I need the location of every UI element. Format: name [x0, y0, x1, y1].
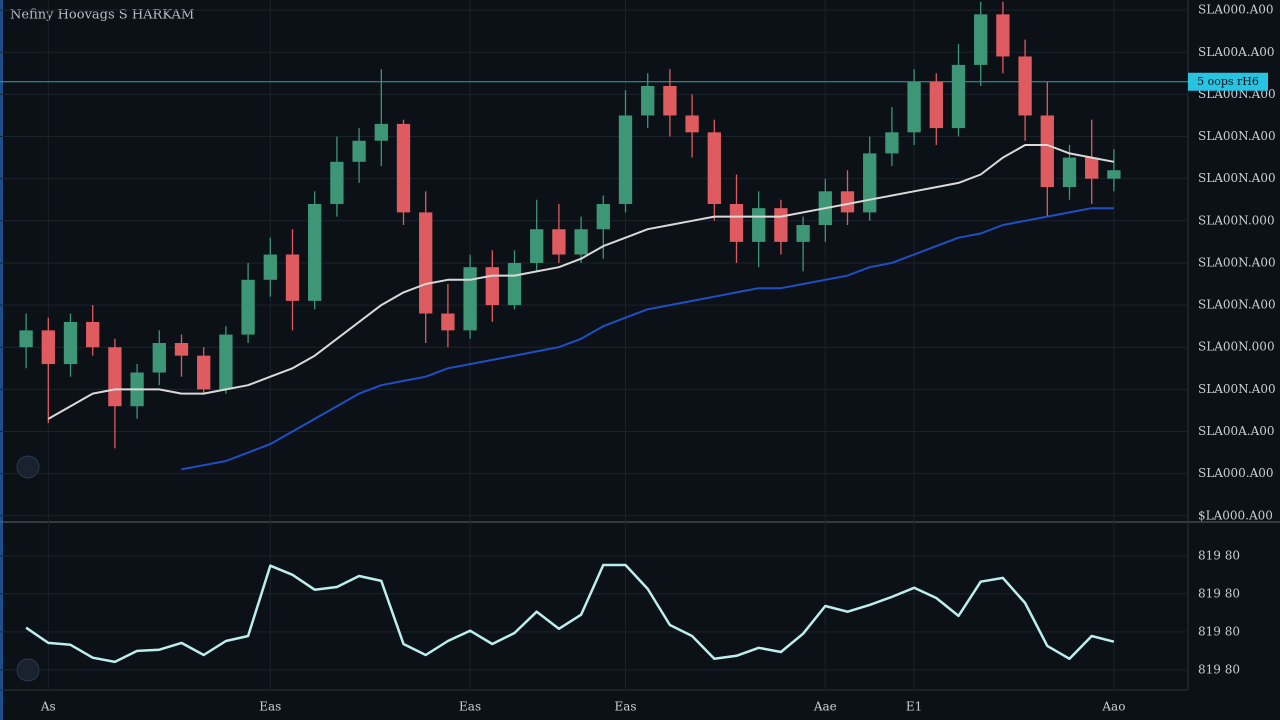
y-tick-label: SLA00N.000: [1198, 340, 1275, 354]
candle-body: [463, 267, 477, 331]
line: [25, 563, 1115, 664]
candle-body: [308, 203, 322, 301]
candle-body: [352, 140, 366, 162]
candle-body: [19, 330, 33, 348]
y-tick-label: SLA00N.A00: [1198, 171, 1276, 185]
y-tick-label: SLA00N.A00: [1198, 129, 1276, 143]
candle-body: [729, 203, 744, 242]
candle-body: [618, 115, 633, 204]
x-tick-label: Eas: [259, 700, 281, 714]
candle-body: [1107, 170, 1121, 179]
candle-body: [108, 347, 122, 407]
candle-body: [1018, 56, 1032, 116]
chart-title: Nefiny Hoovags S HARKAM: [10, 8, 194, 23]
x-tick-label: Eas: [459, 700, 481, 714]
candle-body: [951, 64, 966, 129]
candle-body: [596, 203, 610, 230]
candle-body: [907, 81, 921, 133]
line: [47, 144, 1115, 420]
x-tick-label: Aae: [813, 700, 837, 714]
candle-body: [530, 229, 544, 263]
candle-body: [285, 254, 300, 301]
candle-body: [996, 14, 1010, 57]
candle-body: [574, 229, 588, 255]
y-tick-label: 819 80: [1198, 548, 1240, 562]
y-tick-label: SLA00A.A00: [1198, 424, 1275, 438]
y-tick-label: SLA00N.A00: [1198, 298, 1276, 312]
candle-body: [685, 115, 699, 133]
y-tick-label: 819 80: [1198, 586, 1240, 600]
candle-body: [396, 123, 411, 213]
y-tick-label: SLA00N.A00: [1198, 382, 1276, 396]
candle-body: [219, 334, 233, 390]
candle-body: [152, 343, 166, 373]
x-tick-label: Eas: [614, 700, 636, 714]
candle-body: [419, 212, 433, 314]
candle-body: [330, 161, 344, 204]
y-tick-label: SLA000.A00: [1198, 466, 1274, 480]
candle-body: [1062, 157, 1077, 188]
candle-body: [174, 343, 189, 356]
candle-body: [507, 262, 522, 306]
x-tick-label: Aao: [1101, 700, 1125, 714]
candle-body: [840, 191, 855, 213]
candle-body: [441, 313, 455, 331]
candle-body: [796, 225, 810, 242]
x-tick-label: As: [40, 700, 56, 714]
candle-body: [241, 279, 255, 335]
candle-body: [663, 85, 677, 116]
y-tick-label: SLA00N.000: [1198, 213, 1275, 227]
candle-body: [707, 132, 721, 204]
candle-body: [552, 229, 566, 255]
candle-body: [929, 81, 943, 129]
candle-body: [485, 267, 499, 306]
candle-body: [974, 14, 988, 65]
line: [181, 207, 1114, 471]
icon-button[interactable]: [16, 455, 40, 479]
candle-body: [41, 330, 55, 365]
candle-body: [374, 123, 388, 141]
candle-body: [1085, 157, 1099, 179]
candle-body: [885, 132, 899, 154]
y-tick-label: SLA000.A00: [1198, 3, 1274, 17]
candle-body: [641, 85, 655, 116]
left-edge: [0, 0, 3, 720]
candle-body: [774, 208, 788, 242]
candle-body: [197, 355, 211, 390]
y-tick-label: $LA000.A00: [1198, 508, 1273, 522]
candle-body: [63, 321, 78, 365]
price-badge-label: 5 oops rH6: [1197, 75, 1259, 88]
y-tick-label: SLA00A.A00: [1198, 45, 1275, 59]
x-tick-label: E1: [906, 700, 922, 714]
candle-body: [263, 254, 277, 280]
candle-body: [863, 153, 877, 213]
candle-body: [1040, 115, 1054, 188]
price-badge: [1188, 72, 1268, 91]
y-tick-label: 819 80: [1198, 624, 1240, 638]
y-tick-label: SLA00N.A00: [1198, 255, 1276, 269]
candle-body: [752, 208, 766, 242]
candle-body: [86, 321, 100, 348]
y-tick-label: 819 80: [1198, 662, 1240, 676]
